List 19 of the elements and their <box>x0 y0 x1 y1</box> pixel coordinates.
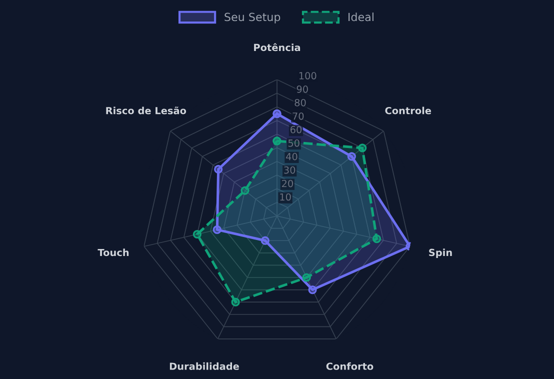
y-tick-label: 50 <box>288 139 300 147</box>
spoke-label: Conforto <box>326 362 374 370</box>
legend-label: Ideal <box>348 12 374 22</box>
legend-label: Seu Setup <box>224 12 280 24</box>
spoke-label: Risco de Lesão <box>106 106 186 114</box>
spoke-label: Potência <box>254 43 300 52</box>
y-tick-label: 70 <box>292 112 304 120</box>
spoke-label: Durabilidade <box>170 362 239 370</box>
y-tick-label: 90 <box>296 86 308 93</box>
spoke-label: Spin <box>429 248 452 258</box>
spoke-label: Touch <box>98 248 129 256</box>
y-tick-label: 80 <box>294 98 306 106</box>
y-tick-label: 60 <box>290 126 302 134</box>
y-tick-label: 20 <box>282 180 293 188</box>
spoke-label: Controle <box>385 106 432 114</box>
y-tick-label: 10 <box>280 193 291 201</box>
y-tick-label: 40 <box>286 152 298 160</box>
y-tick-label: 100 <box>299 72 316 80</box>
y-tick-label: 30 <box>284 166 296 174</box>
